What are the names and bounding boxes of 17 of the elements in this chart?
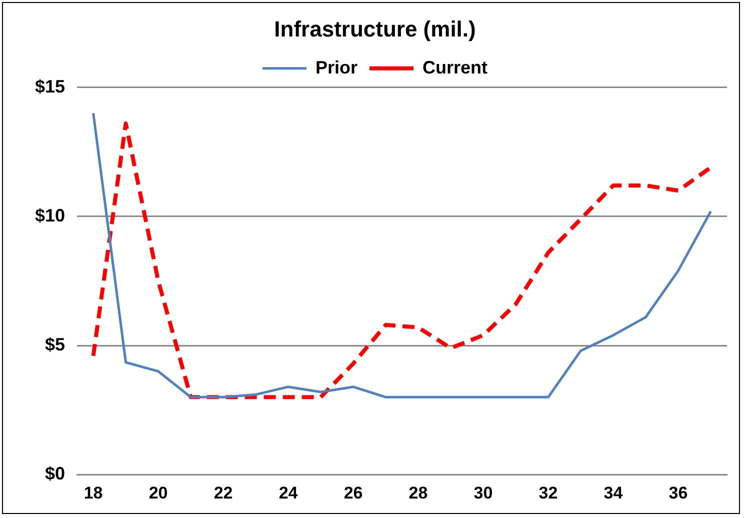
x-tick-label: 34 [604, 483, 624, 502]
y-tick-label: $15 [34, 76, 66, 96]
x-tick-label: 30 [474, 483, 493, 502]
x-tick-label: 32 [538, 483, 558, 502]
legend-label: Prior [315, 57, 358, 78]
x-tick-label: 22 [214, 483, 233, 502]
y-tick-label: $0 [45, 464, 66, 484]
x-tick-label: 26 [344, 483, 363, 502]
chart-title: Infrastructure (mil.) [274, 16, 476, 42]
legend-label: Current [422, 57, 488, 78]
x-tick-label: 36 [668, 483, 688, 502]
y-tick-label: $10 [34, 205, 66, 226]
x-tick-label: 18 [84, 483, 103, 502]
x-tick-label: 28 [408, 483, 428, 502]
x-tick-label: 24 [278, 483, 298, 502]
y-tick-label: $5 [45, 334, 66, 354]
x-tick-label: 20 [148, 483, 168, 502]
